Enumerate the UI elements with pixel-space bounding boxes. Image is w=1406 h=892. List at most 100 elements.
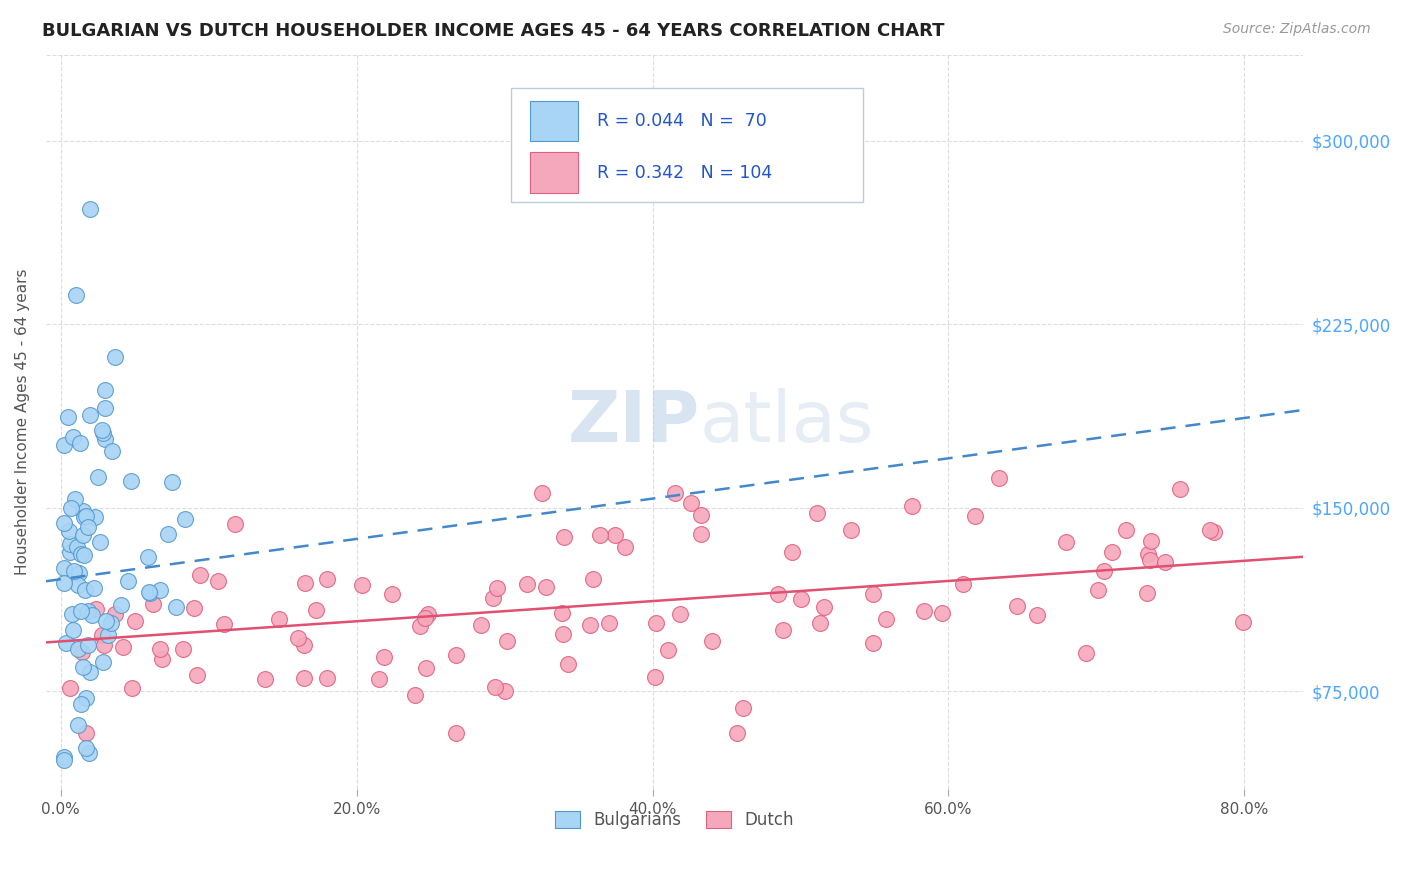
Point: [52, 561, 75, 575]
Point: [82, 607, 104, 622]
Point: [1140, 533, 1163, 548]
Point: [415, 661, 437, 675]
Point: [79, 746, 101, 760]
Point: [644, 670, 666, 684]
Point: [470, 618, 492, 632]
Point: [912, 605, 935, 619]
Point: [186, 668, 208, 682]
Point: [89, 534, 111, 549]
Point: [160, 475, 183, 489]
Legend: Bulgarians, Dutch: Bulgarians, Dutch: [548, 805, 801, 836]
Point: [690, 526, 713, 541]
Point: [1054, 534, 1077, 549]
Point: [780, 545, 803, 559]
Point: [83, 509, 105, 524]
Point: [731, 701, 754, 715]
Point: [72, 528, 94, 542]
Point: [79, 202, 101, 217]
Point: [352, 578, 374, 592]
Point: [117, 574, 139, 589]
Point: [212, 617, 235, 632]
Point: [73, 510, 96, 524]
Point: [75, 690, 97, 705]
Point: [77, 638, 100, 652]
Point: [931, 606, 953, 620]
Point: [534, 580, 557, 594]
Point: [495, 634, 517, 648]
Point: [84, 602, 107, 616]
Point: [66, 577, 89, 591]
Point: [77, 604, 100, 618]
Point: [63, 564, 86, 578]
Text: atlas: atlas: [700, 388, 875, 457]
Point: [72, 660, 94, 674]
Point: [367, 673, 389, 687]
Point: [77, 519, 100, 533]
Point: [1115, 523, 1137, 537]
Point: [73, 548, 96, 562]
Point: [1168, 483, 1191, 497]
Point: [446, 648, 468, 662]
Point: [138, 586, 160, 600]
Point: [62, 624, 84, 638]
Point: [669, 607, 692, 622]
Point: [1136, 586, 1159, 600]
Point: [52, 516, 75, 531]
Point: [988, 471, 1011, 485]
Point: [52, 438, 75, 452]
Point: [579, 618, 602, 632]
Point: [444, 726, 467, 740]
Point: [70, 547, 93, 561]
Point: [97, 628, 120, 642]
Point: [862, 636, 884, 650]
Point: [657, 643, 679, 657]
Point: [551, 607, 574, 621]
Point: [59, 537, 82, 551]
Point: [553, 530, 575, 544]
Text: R = 0.044   N =  70: R = 0.044 N = 70: [596, 112, 766, 130]
Point: [806, 507, 828, 521]
Point: [551, 627, 574, 641]
Point: [404, 689, 426, 703]
Point: [482, 591, 505, 605]
Point: [1153, 555, 1175, 569]
Point: [224, 516, 246, 531]
Point: [138, 550, 160, 565]
Point: [165, 599, 187, 614]
Y-axis label: Householder Income Ages 45 - 64 years: Householder Income Ages 45 - 64 years: [15, 268, 30, 575]
Point: [305, 603, 328, 617]
Point: [110, 598, 132, 612]
Point: [173, 512, 195, 526]
Point: [59, 501, 82, 516]
Point: [79, 408, 101, 422]
Point: [103, 607, 125, 622]
Point: [94, 401, 117, 416]
FancyBboxPatch shape: [512, 88, 863, 202]
Point: [315, 572, 337, 586]
Point: [53, 576, 76, 591]
Point: [94, 384, 117, 398]
Point: [963, 508, 986, 523]
Point: [138, 584, 160, 599]
Point: [58, 524, 80, 538]
Point: [582, 573, 605, 587]
Point: [557, 657, 579, 671]
Point: [294, 575, 316, 590]
Point: [83, 582, 105, 596]
Point: [75, 509, 97, 524]
Point: [813, 600, 835, 615]
Point: [62, 430, 84, 444]
Point: [52, 753, 75, 767]
Point: [766, 587, 789, 601]
Point: [69, 436, 91, 450]
Point: [66, 718, 89, 732]
Point: [416, 607, 439, 621]
Point: [1007, 599, 1029, 613]
Point: [413, 611, 436, 625]
Point: [862, 587, 884, 601]
Point: [839, 523, 862, 537]
Point: [772, 623, 794, 637]
FancyBboxPatch shape: [530, 101, 578, 142]
Point: [494, 683, 516, 698]
Point: [141, 597, 163, 611]
